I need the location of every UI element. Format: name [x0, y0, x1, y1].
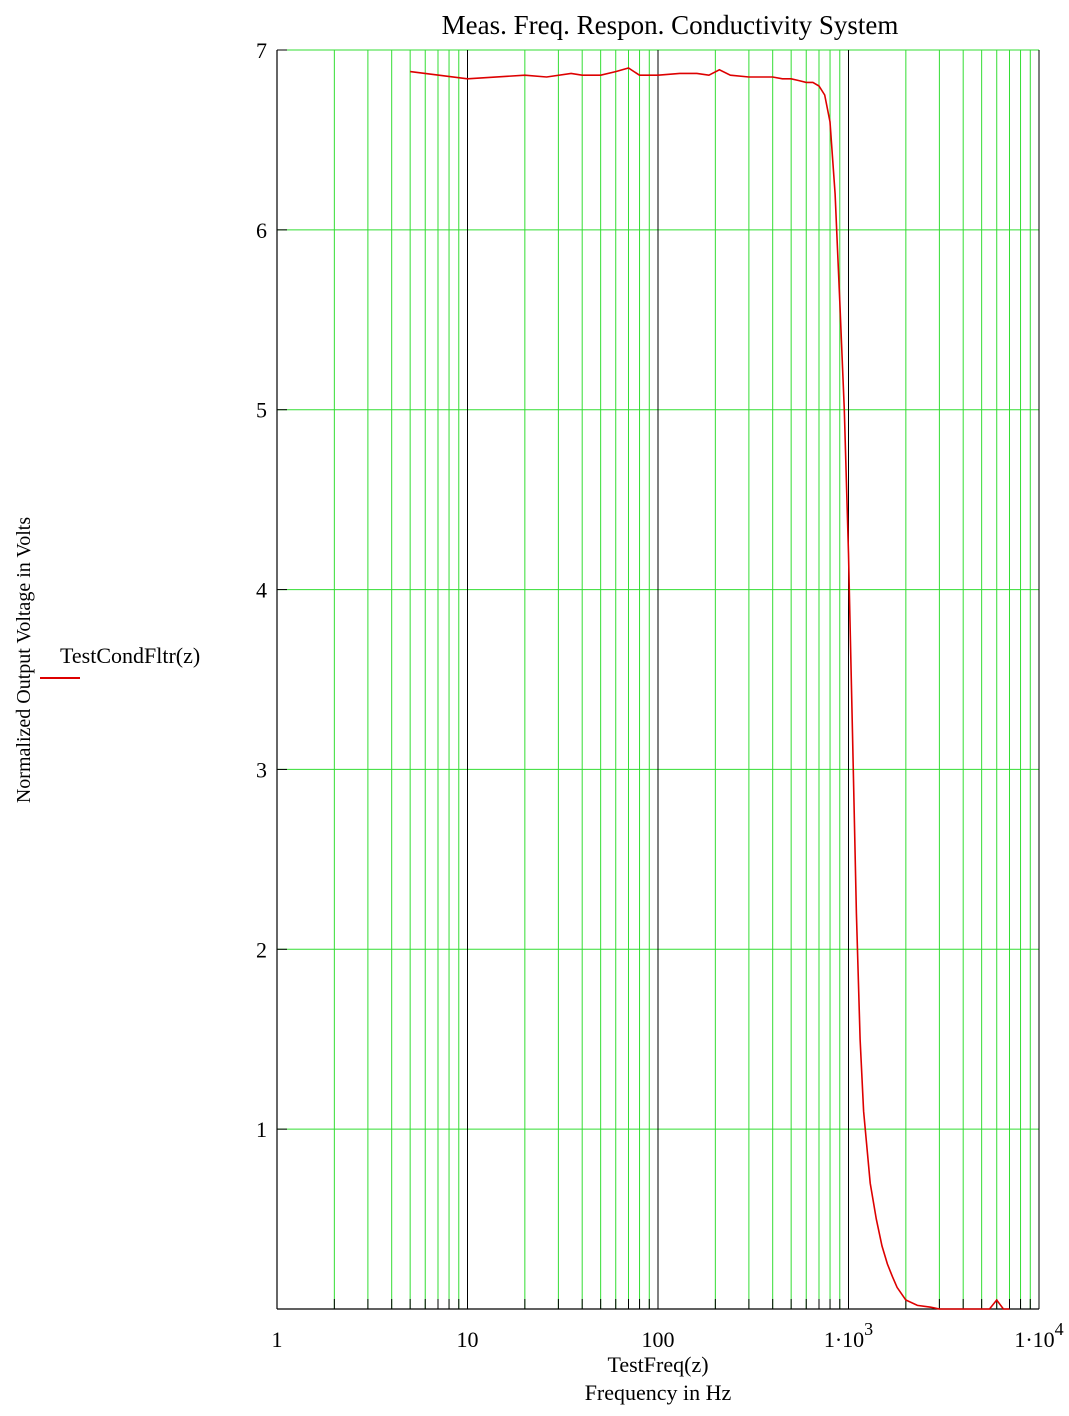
series-line [410, 67, 1010, 1310]
plot-grid [276, 49, 1040, 1310]
y-tick-label: 4 [256, 578, 267, 603]
x-tick-label: 1 [272, 1327, 283, 1352]
x-axis-expression: TestFreq(z) [607, 1352, 708, 1377]
y-tick-label: 2 [256, 937, 267, 962]
y-axis-label: Normalized Output Voltage in Volts [13, 517, 35, 804]
x-tick-label: 1·103 [824, 1319, 873, 1352]
chart-title: Meas. Freq. Respon. Conductivity System [442, 10, 899, 40]
legend-series-label: TestCondFltr(z) [60, 643, 200, 668]
plot-series [410, 67, 1010, 1310]
x-tick-label: 10 [457, 1327, 479, 1352]
x-tick-label: 1·104 [1014, 1319, 1063, 1352]
y-tick-label: 3 [256, 757, 267, 782]
x-tick-label: 100 [642, 1327, 675, 1352]
y-tick-label: 6 [256, 218, 267, 243]
y-tick-label: 1 [256, 1117, 267, 1142]
y-tick-label: 5 [256, 398, 267, 423]
x-tick-labels: 1 10 100 1·103 1·104 [272, 1319, 1064, 1352]
x-axis-label: Frequency in Hz [585, 1380, 732, 1405]
legend: TestCondFltr(z) [40, 643, 200, 679]
y-tick-labels: 1 2 3 4 5 6 7 [256, 38, 267, 1142]
y-tick-label: 7 [256, 38, 267, 63]
